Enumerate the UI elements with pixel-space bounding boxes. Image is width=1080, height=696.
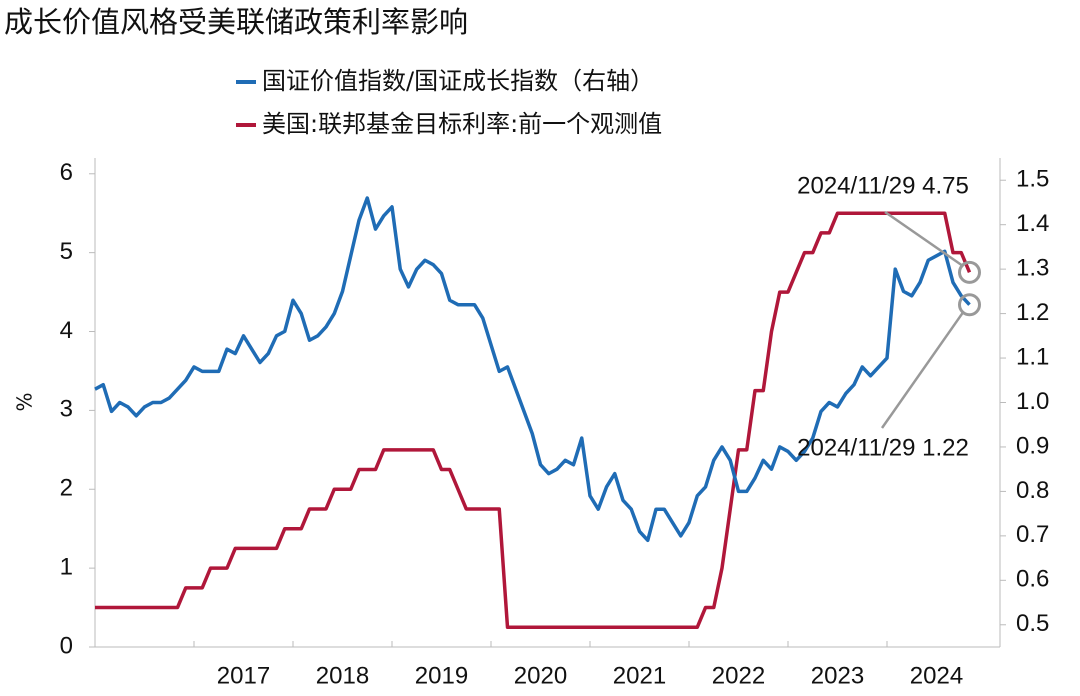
legend-label: 美国:联邦基金目标利率:前一个观测值 [262,110,662,138]
y-tick-label: 1 [60,553,73,580]
y2-tick-label: 1.1 [1016,343,1049,370]
x-tick-label: 2022 [712,662,765,689]
legend-label: 国证价值指数/国证成长指数（右轴） [262,67,654,95]
y2-tick-label: 1.0 [1016,388,1049,415]
y2-tick-label: 0.7 [1016,521,1049,548]
y-tick-label: 5 [60,238,73,265]
x-tick-label: 2019 [415,662,468,689]
y-tick-label: 3 [60,396,73,423]
y2-tick-label: 1.4 [1016,210,1049,237]
series-line [94,196,971,543]
annotation: 2024/11/29 4.75 [797,172,969,199]
y2-tick-label: 1.3 [1016,254,1049,281]
y-tick-label: 4 [60,317,73,344]
y2-tick-label: 0.9 [1016,432,1049,459]
chart-title: 成长价值风格受美联储政策利率影响 [4,5,468,39]
y-tick-label: 6 [60,159,73,186]
x-tick-label: 2024 [910,662,963,689]
x-tick-label: 2017 [217,662,270,689]
y2-tick-label: 0.8 [1016,477,1049,504]
y-tick-label: 2 [60,475,73,502]
x-tick-label: 2023 [811,662,864,689]
annotation: 2024/11/29 1.22 [797,434,969,461]
series-line [95,211,972,630]
y-axis-label: % [13,392,37,411]
annotation-circle [958,260,981,284]
annotation-circle [958,293,981,317]
y2-tick-label: 0.6 [1016,566,1049,593]
y2-tick-label: 0.5 [1016,610,1049,637]
y-tick-label: 0 [60,632,73,659]
y2-tick-label: 1.2 [1016,299,1049,326]
x-tick-label: 2021 [613,662,666,689]
x-tick-label: 2018 [316,662,369,689]
annotation-leader [884,210,965,268]
x-tick-label: 2020 [514,662,567,689]
y2-tick-label: 1.5 [1016,166,1049,193]
annotation-leader [880,310,965,429]
